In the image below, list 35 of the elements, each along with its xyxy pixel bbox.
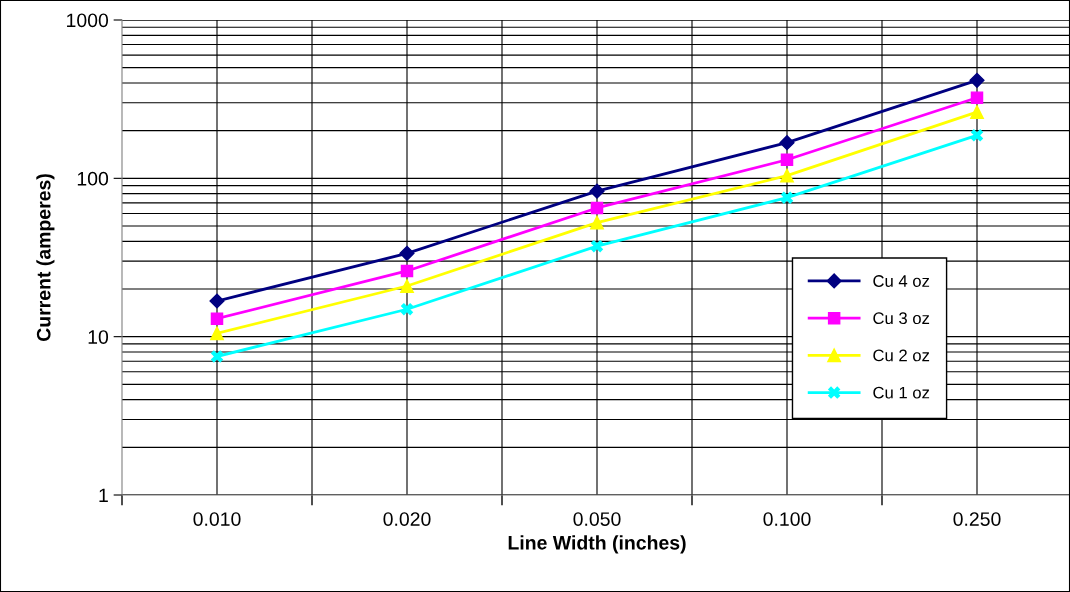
x-tick-label: 0.020 (383, 512, 431, 526)
point (780, 153, 794, 167)
point (210, 326, 224, 341)
point (589, 183, 605, 199)
point (779, 135, 795, 151)
legend-label: Cu 2 oz (873, 349, 930, 362)
point (970, 91, 984, 104)
point (400, 279, 414, 293)
y-tick-label: 100 (77, 171, 109, 186)
x-tick-label: 0.100 (763, 512, 811, 526)
point (400, 264, 414, 278)
point (780, 191, 794, 204)
y-tick-label: 1000 (67, 13, 109, 28)
point (210, 350, 224, 363)
y-axis-title: Current (amperes) (36, 174, 55, 341)
y-tick-label: 10 (88, 330, 109, 344)
point (210, 312, 224, 325)
legend-label: Cu 1 oz (873, 386, 930, 399)
point (399, 245, 415, 261)
point (969, 72, 985, 88)
legend-label: Cu 3 oz (873, 312, 930, 325)
point (970, 105, 984, 120)
x-tick-label: 0.010 (193, 512, 241, 526)
point (590, 201, 604, 215)
point (400, 303, 414, 316)
y-tick-label: 1 (99, 488, 108, 503)
point (970, 129, 984, 142)
point (590, 215, 604, 230)
point (590, 239, 604, 253)
x-tick-label: 0.050 (573, 512, 621, 526)
legend-label: Cu 4 oz (873, 275, 930, 287)
point (209, 293, 225, 309)
point (780, 168, 794, 183)
x-axis-title: Line Width (inches) (508, 535, 686, 554)
x-tick-label: 0.250 (953, 512, 1001, 526)
